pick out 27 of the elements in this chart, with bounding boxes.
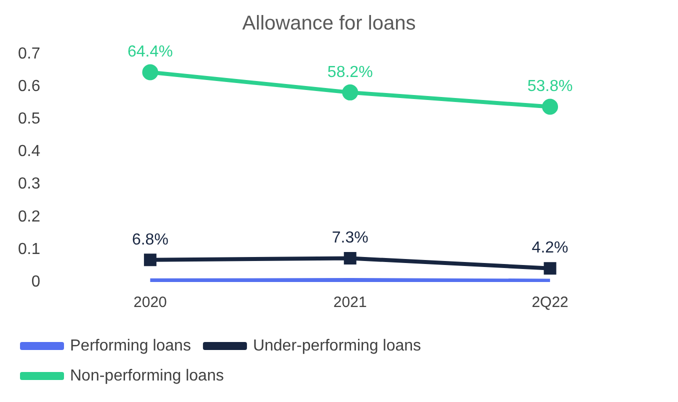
point <box>344 252 356 264</box>
y-tick-label: 0.6 <box>18 78 40 95</box>
point <box>542 98 558 115</box>
x-tick-label: 2020 <box>134 294 167 312</box>
data-label: 64.4% <box>128 44 173 61</box>
data-label: 6.8% <box>132 231 168 248</box>
legend-label: Performing loans <box>70 337 191 354</box>
y-tick-label: 0.5 <box>18 110 40 128</box>
point <box>342 84 358 100</box>
data-label: 7.3% <box>332 230 368 247</box>
legend-label: Under-performing loans <box>252 337 422 354</box>
point <box>144 254 156 266</box>
point <box>544 262 556 275</box>
y-tick-label: 0.2 <box>18 208 40 226</box>
data-label: 4.2% <box>532 240 568 257</box>
y-tick-label: 0.4 <box>18 143 40 160</box>
data-label: 58.2% <box>327 64 373 81</box>
y-tick-label: 0.7 <box>18 45 40 62</box>
point <box>142 64 158 80</box>
y-tick-label: 0.3 <box>18 176 40 193</box>
chart-title: Allowance for loans <box>242 12 416 35</box>
y-tick-label: 0 <box>31 273 40 290</box>
x-tick-label: 2021 <box>333 294 367 312</box>
y-tick-label: 0.1 <box>18 240 40 258</box>
legend-label: Non-performing loans <box>70 367 224 384</box>
x-tick-label: 2Q22 <box>532 294 568 312</box>
data-label: 53.8% <box>527 78 573 96</box>
